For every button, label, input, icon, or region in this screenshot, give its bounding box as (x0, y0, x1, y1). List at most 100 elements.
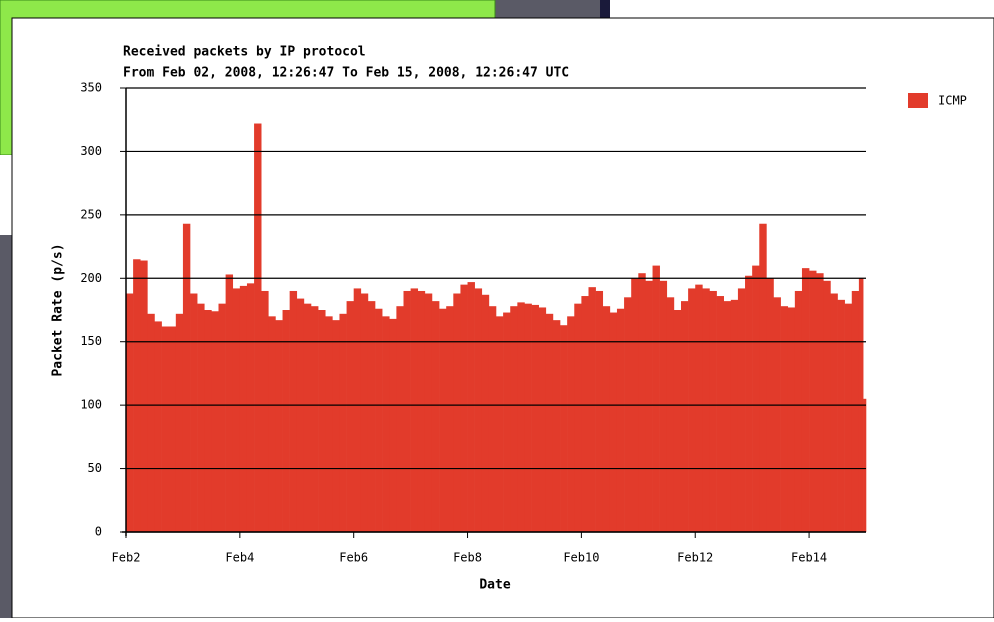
bar (688, 288, 696, 532)
bar (403, 290, 411, 532)
bar (126, 293, 134, 532)
y-tick-label: 150 (80, 334, 102, 348)
y-tick-label: 50 (88, 461, 102, 475)
background-bar (600, 0, 610, 18)
bar (659, 280, 668, 532)
bar (574, 303, 582, 532)
bar (538, 307, 547, 532)
bar (246, 283, 255, 532)
bar (161, 326, 169, 532)
y-tick-label: 250 (80, 207, 102, 221)
bar (375, 308, 383, 532)
bar (794, 290, 803, 532)
bar (360, 293, 369, 532)
bar (816, 273, 824, 532)
chart-title: Received packets by IP protocol (123, 45, 366, 60)
x-tick-label: Feb14 (791, 551, 827, 565)
bar (140, 260, 148, 532)
bar (232, 288, 241, 532)
bar (759, 223, 767, 533)
bar (382, 316, 390, 532)
bar (517, 302, 525, 532)
bar (296, 298, 305, 532)
bar (496, 316, 504, 532)
bar (567, 316, 575, 532)
bar (346, 301, 354, 532)
bar (325, 316, 333, 532)
chart-subtitle: From Feb 02, 2008, 12:26:47 To Feb 15, 2… (123, 66, 569, 81)
bar (239, 285, 248, 532)
bar (809, 270, 817, 532)
bar (453, 293, 461, 532)
bar (830, 293, 838, 532)
bar (581, 296, 589, 532)
bar (417, 290, 426, 532)
bar (752, 265, 760, 532)
bar (261, 290, 269, 532)
bar (396, 306, 404, 532)
x-tick-label: Feb6 (339, 551, 368, 565)
bar (709, 290, 717, 532)
bar (289, 290, 298, 532)
bar (844, 303, 853, 532)
bar (182, 223, 191, 533)
bar (737, 288, 746, 532)
bar (823, 280, 831, 532)
bar (673, 310, 682, 532)
bar (190, 293, 198, 532)
bar (460, 284, 468, 532)
bar (695, 284, 703, 532)
bar (339, 313, 347, 532)
y-tick-label: 350 (80, 81, 102, 95)
x-tick-label: Feb10 (563, 551, 599, 565)
bar (446, 306, 454, 532)
bar (560, 325, 568, 532)
y-tick-label: 300 (80, 144, 102, 158)
bar (837, 299, 845, 532)
bar (225, 274, 234, 532)
bar (595, 290, 604, 532)
bar (147, 313, 155, 532)
bar (211, 311, 219, 532)
y-tick-label: 200 (80, 271, 102, 285)
bar (133, 259, 141, 532)
bar (666, 297, 675, 532)
bar (716, 296, 724, 532)
bar (780, 306, 789, 532)
background-strip (0, 155, 12, 235)
bar (168, 326, 177, 532)
bar (801, 268, 810, 532)
bar (524, 303, 532, 532)
bar (723, 301, 732, 532)
bar (410, 288, 419, 532)
bar (268, 316, 276, 532)
bar (254, 123, 262, 533)
bar (488, 306, 497, 532)
bar (638, 273, 646, 532)
legend-label: ICMP (938, 94, 967, 108)
bar (652, 265, 660, 532)
x-tick-label: Feb2 (112, 551, 141, 565)
bar (282, 310, 290, 532)
x-tick-label: Feb8 (453, 551, 482, 565)
x-axis-label: Date (479, 578, 510, 593)
bar (389, 318, 397, 532)
plot: ICMP 0 50 100 150 200 250 300 350 Feb2 Feb4 Feb6 Feb… (80, 81, 967, 565)
bar (353, 288, 362, 532)
bar (602, 306, 611, 532)
x-tick-label: Feb4 (225, 551, 254, 565)
bar (204, 310, 212, 532)
bar (545, 313, 554, 532)
bar (154, 321, 162, 532)
bar (367, 301, 376, 532)
bar (510, 306, 518, 532)
bar (275, 320, 283, 532)
bar (175, 313, 184, 532)
y-tick-label: 0 (95, 525, 102, 539)
bar (702, 288, 710, 532)
bar (481, 294, 490, 532)
y-axis-label: Packet Rate (p/s) (51, 243, 66, 376)
x-tick-label: Feb12 (677, 551, 713, 565)
bar (467, 282, 475, 532)
